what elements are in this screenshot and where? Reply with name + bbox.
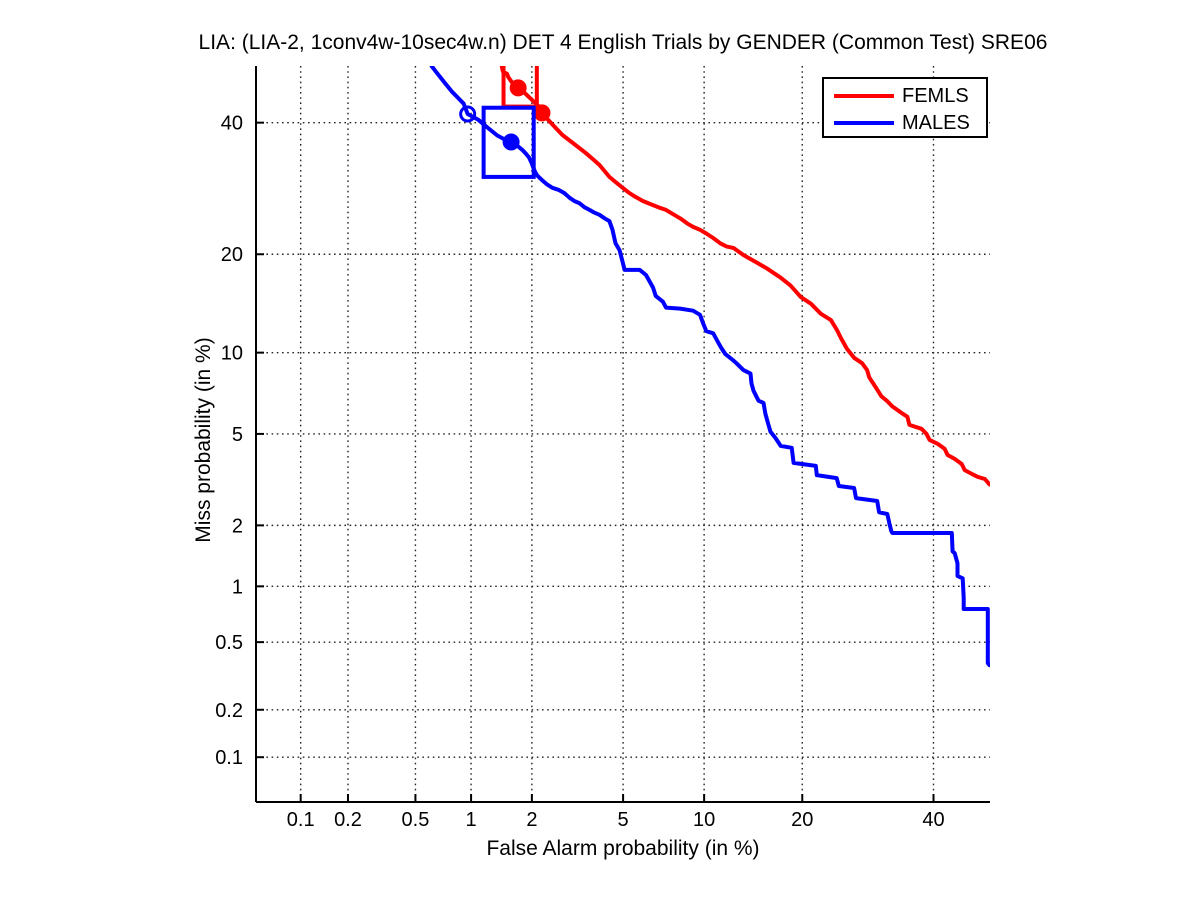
x-tick-label: 40	[922, 809, 944, 831]
y-tick-label: 0.2	[215, 700, 243, 722]
open-circle-marker	[459, 105, 477, 123]
y-tick-label: 2	[232, 515, 243, 537]
filled-circle-marker	[502, 133, 520, 151]
grid	[256, 66, 990, 802]
filled-circle-marker	[533, 104, 551, 122]
x-tick-label: 0.5	[402, 809, 430, 831]
x-tick-label: 20	[791, 809, 813, 831]
x-tick-label: 1	[466, 809, 477, 831]
det-curve-femls	[499, 66, 990, 487]
x-tick-label: 0.1	[287, 809, 315, 831]
x-tick-label: 10	[693, 809, 715, 831]
filled-circle-marker	[509, 79, 527, 97]
y-tick-label: 0.5	[215, 632, 243, 654]
det-curve-males	[429, 66, 990, 668]
dcf-box-males	[481, 105, 536, 179]
legend-line-femls	[834, 93, 894, 98]
chart-title: LIA: (LIA-2, 1conv4w-10sec4w.n) DET 4 En…	[198, 31, 1048, 54]
y-tick-label: 0.1	[215, 747, 243, 769]
axes	[255, 66, 990, 803]
y-tick-label: 20	[221, 244, 243, 266]
legend-item-femls: FEMLS	[824, 82, 986, 109]
legend-label-femls: FEMLS	[902, 84, 969, 107]
legend-label-males: MALES	[902, 111, 970, 134]
tick-labels: 0.1 0.2 0.5 1 2 5 10 20 40 40 20 10 5 2 1 0.5 0.2 0.1	[215, 113, 944, 831]
legend-line-males	[834, 120, 894, 125]
y-tick-label: 10	[221, 343, 243, 365]
x-axis-label: False Alarm probability (in %)	[486, 837, 760, 860]
x-tick-label: 2	[526, 809, 537, 831]
x-tick-label: 5	[618, 809, 629, 831]
legend: FEMLS MALES	[822, 77, 988, 138]
y-tick-label: 40	[221, 113, 243, 135]
series-males	[429, 66, 990, 668]
legend-item-males: MALES	[824, 109, 986, 136]
y-axis-label: Miss probability (in %)	[192, 337, 215, 543]
y-tick-label: 1	[232, 576, 243, 598]
x-tick-label: 0.2	[334, 809, 362, 831]
y-tick-label: 5	[232, 424, 243, 446]
